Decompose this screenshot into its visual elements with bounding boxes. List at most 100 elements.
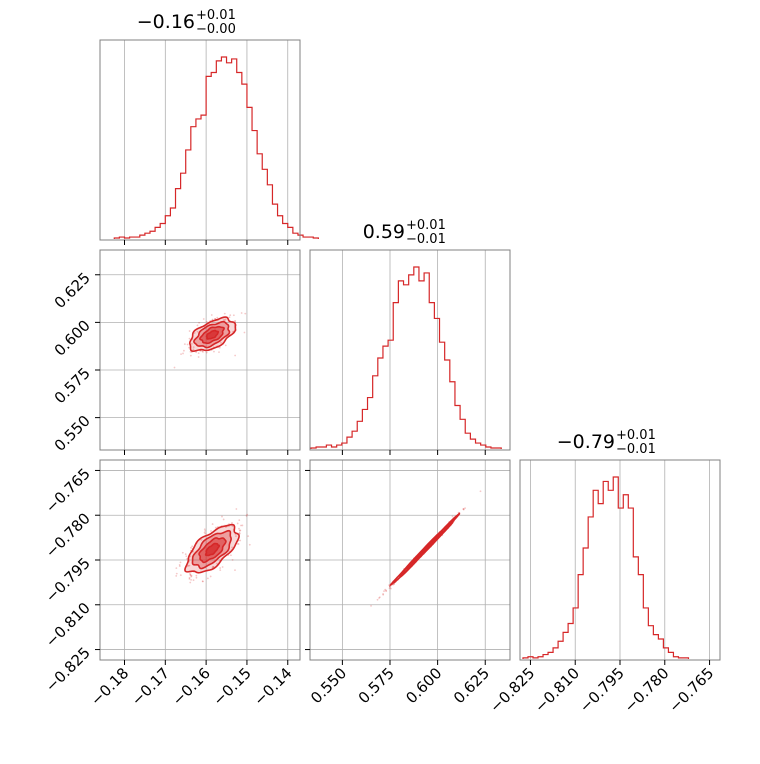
- x-tick-label-2-1: −0.810: [531, 664, 583, 716]
- scatter-point-0: [218, 351, 220, 354]
- scatter-point-2: [462, 508, 465, 510]
- scatter-point-1: [209, 575, 212, 578]
- x-tick-label-1-2: 0.600: [402, 664, 445, 707]
- scatter-point-1: [238, 532, 241, 534]
- scatter-point-2: [451, 515, 454, 518]
- panel-title-minus-1: −0.01: [406, 232, 446, 247]
- scatter-point-0: [180, 353, 182, 355]
- scatter-point-0: [195, 351, 198, 354]
- scatter-point-0: [189, 354, 192, 357]
- scatter-point-0: [192, 346, 195, 349]
- scatter-point-0: [216, 316, 219, 319]
- panel-title-plus-1: +0.01: [406, 218, 446, 233]
- x-tick-label-2-3: −0.780: [621, 664, 673, 716]
- y-tick-label-1-0: 0.550: [51, 412, 94, 455]
- scatter-point-1: [238, 527, 240, 530]
- scatter-point-0: [197, 352, 200, 355]
- scatter-point-0: [186, 343, 189, 346]
- scatter-point-1: [178, 565, 181, 568]
- scatter-point-2: [479, 490, 482, 493]
- scatter-point-0: [234, 354, 237, 357]
- scatter-point-1: [204, 532, 207, 535]
- scatter-point-1: [187, 564, 190, 567]
- scatter-point-2: [384, 588, 387, 591]
- scatter-point-0: [196, 324, 199, 327]
- scatter-point-1: [216, 562, 218, 565]
- scatter-point-2: [370, 604, 372, 607]
- scatter-point-1: [188, 564, 191, 567]
- scatter-point-0: [190, 343, 193, 345]
- scatter-point-2: [383, 590, 385, 593]
- scatter-point-1: [214, 526, 217, 529]
- scatter-point-1: [211, 523, 214, 525]
- scatter-point-1: [212, 566, 215, 568]
- scatter-point-2: [462, 508, 465, 511]
- scatter-point-1: [201, 580, 204, 583]
- scatter-point-0: [214, 317, 216, 320]
- scatter-point-1: [206, 577, 209, 580]
- x-tick-label-0-2: −0.16: [169, 664, 214, 709]
- scatter-point-1: [175, 575, 178, 577]
- scatter-point-1: [188, 577, 191, 580]
- scatter-point-0: [198, 321, 201, 324]
- scatter-point-0: [192, 348, 195, 351]
- scatter-point-1: [181, 551, 184, 554]
- y-tick-label-2-2: −0.795: [42, 554, 94, 606]
- scatter-point-0: [193, 332, 196, 334]
- scatter-point-1: [192, 579, 195, 582]
- scatter-point-1: [236, 542, 239, 545]
- scatter-point-0: [240, 312, 243, 314]
- scatter-point-0: [213, 350, 215, 353]
- scatter-point-1: [239, 539, 242, 542]
- scatter-point-0: [244, 312, 247, 315]
- scatter-point-0: [229, 314, 232, 317]
- scatter-point-1: [195, 574, 198, 577]
- contour-group-1: [184, 523, 240, 574]
- scatter-point-0: [223, 319, 226, 322]
- scatter-point-0: [183, 343, 186, 345]
- scatter-point-1: [247, 535, 250, 538]
- labels-layer: −0.16 +0.01−0.000.59 +0.01−0.01−0.79 +0.01−…: [42, 8, 718, 716]
- scatter-point-0: [211, 318, 214, 321]
- scatter-point-1: [190, 578, 192, 581]
- scatter-point-2: [393, 583, 395, 586]
- scatter-point-0: [232, 314, 235, 317]
- scatter-point-1: [245, 514, 248, 517]
- scatter-point-0: [183, 349, 185, 352]
- panel-title-minus-2: −0.01: [616, 442, 656, 457]
- scatter-point-1: [231, 558, 234, 561]
- scatter-point-1: [210, 530, 212, 532]
- marks-layer: [113, 56, 690, 659]
- scatter-point-1: [204, 530, 207, 532]
- scatter-point-1: [241, 524, 244, 527]
- panel-title-value-2: −0.79: [557, 431, 615, 453]
- panel-frame-diag-0: [99, 39, 301, 241]
- scatter-point-2: [385, 589, 387, 592]
- scatter-point-0: [224, 318, 227, 321]
- scatter-point-2: [390, 587, 392, 590]
- ticks-layer: [95, 240, 711, 665]
- scatter-point-1: [179, 561, 182, 564]
- y-tick-label-2-1: −0.810: [42, 599, 94, 651]
- scatter-point-1: [189, 581, 192, 584]
- scatter-point-0: [224, 344, 227, 347]
- y-tick-label-2-4: −0.765: [42, 465, 94, 517]
- scatter-point-1: [240, 524, 242, 527]
- scatter-point-1: [178, 563, 181, 566]
- scatter-point-1: [212, 565, 214, 568]
- scatter-point-1: [246, 513, 249, 516]
- scatter-point-0: [205, 320, 208, 323]
- panel-title-plus-2: +0.01: [616, 428, 656, 443]
- scatter-point-2: [462, 508, 465, 510]
- scatter-point-1: [235, 535, 237, 538]
- scatter-point-1: [175, 572, 178, 575]
- histogram-2: [522, 476, 690, 659]
- contour-level-2-3: [415, 539, 435, 560]
- scatter-point-1: [188, 576, 191, 579]
- scatter-point-1: [219, 569, 222, 572]
- scatter-point-0: [188, 337, 191, 340]
- scatter-point-0: [205, 351, 208, 354]
- scatter-point-1: [200, 538, 203, 541]
- x-tick-label-1-1: 0.575: [355, 664, 398, 707]
